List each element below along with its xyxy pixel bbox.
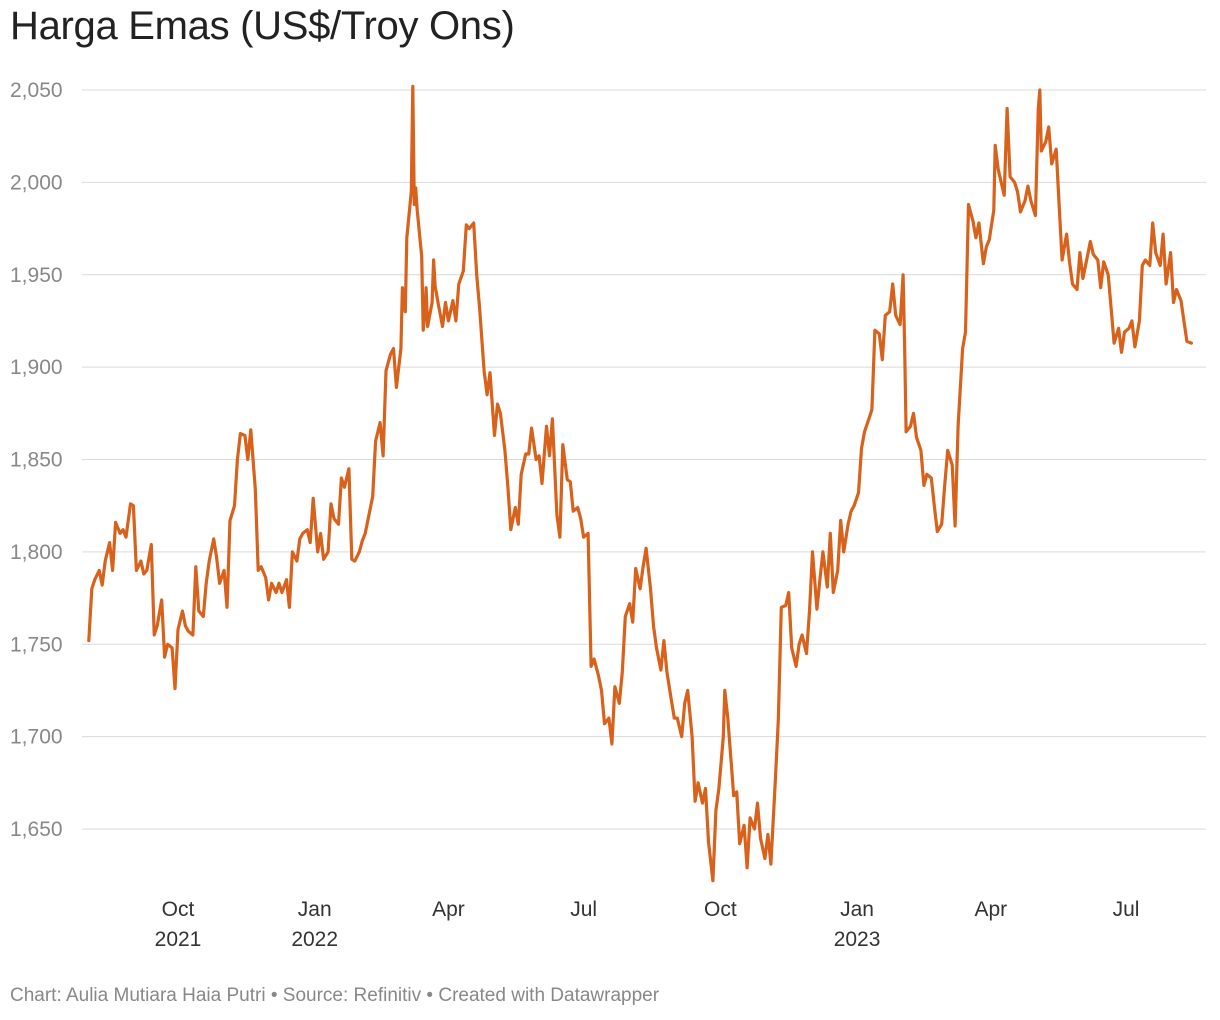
x-tick-label-7: Jul: [1113, 898, 1140, 921]
y-tick-label-1950: 1,950: [10, 264, 63, 287]
x-tick-label-6: Apr: [974, 898, 1007, 921]
chart-title: Harga Emas (US$/Troy Ons): [10, 4, 515, 48]
x-tick-label-5: Jan: [840, 898, 874, 921]
grid-lines: [82, 89, 1206, 830]
footer-source: Source: Refinitiv: [282, 985, 422, 1006]
y-tick-label-2000: 2,000: [10, 171, 63, 194]
x-tick-year-1: 2022: [291, 928, 338, 951]
chart-footer: Chart: Aulia Mutiara Haia Putri • Source…: [10, 985, 659, 1007]
x-tick-year-0: 2021: [155, 928, 202, 951]
footer-sep-1: •: [265, 985, 283, 1006]
x-tick-label-4: Oct: [704, 898, 737, 921]
x-axis-ticks: Oct 2021 Jan 2022 Apr Jul Oct Jan 2023 Apr Jul: [155, 898, 1140, 951]
series-layer: [87, 84, 1193, 883]
y-tick-label-1750: 1,750: [10, 633, 63, 656]
line-chart: 1,650 1,700 1,750 1,800 1,850 1,900 1,950 2,000…: [10, 79, 1206, 951]
footer-tool: Created with Datawrapper: [438, 985, 660, 1006]
x-tick-label-1: Jan: [298, 898, 332, 921]
y-tick-label-1800: 1,800: [10, 541, 63, 564]
x-tick-label-3: Jul: [570, 898, 597, 921]
x-tick-label-0: Oct: [162, 898, 195, 921]
y-axis-ticks: 1,650 1,700 1,750 1,800 1,850 1,900 1,950 2,000…: [10, 79, 63, 841]
footer-credit: Chart: Aulia Mutiara Haia Putri: [10, 985, 266, 1006]
y-tick-label-1650: 1,650: [10, 818, 63, 841]
series-line-0: [87, 84, 1193, 883]
y-tick-label-1700: 1,700: [10, 726, 63, 749]
y-tick-label-2050: 2,050: [10, 79, 63, 102]
y-tick-label-1850: 1,850: [10, 449, 63, 472]
footer-sep-2: •: [421, 985, 439, 1006]
x-tick-year-5: 2023: [834, 928, 881, 951]
x-tick-label-2: Apr: [432, 898, 465, 921]
y-tick-label-1900: 1,900: [10, 356, 63, 379]
